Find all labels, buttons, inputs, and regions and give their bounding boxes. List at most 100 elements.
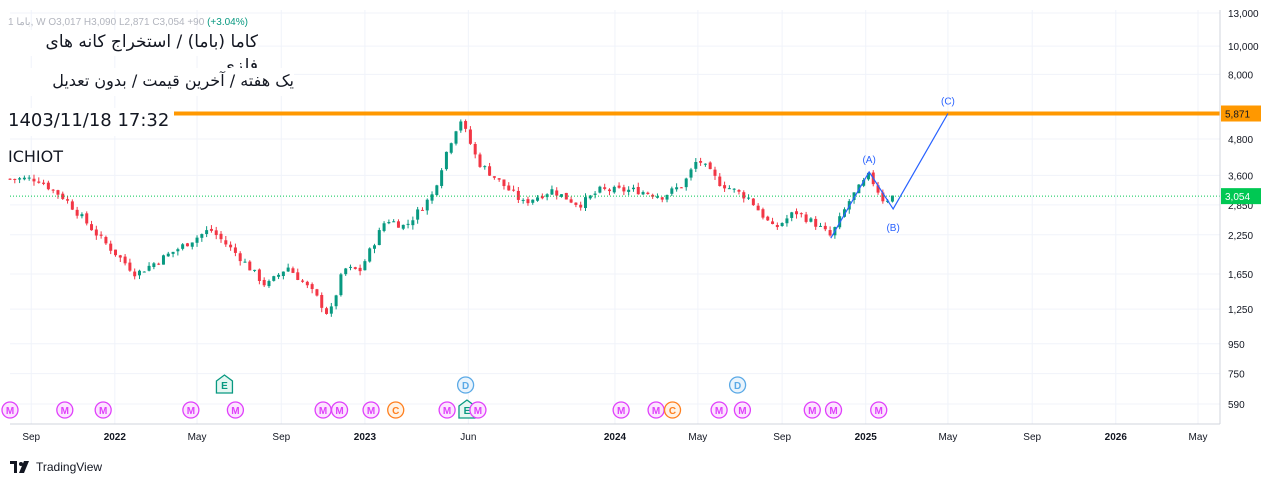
candle (675, 183, 679, 192)
candle (42, 179, 46, 186)
candle-body (80, 214, 84, 217)
event-marker: M (314, 401, 332, 419)
candle-body (396, 221, 400, 228)
candle (109, 240, 113, 255)
candle (349, 264, 353, 271)
footer[interactable]: TradingView (10, 460, 102, 474)
candle-body (109, 243, 113, 251)
candle (123, 254, 127, 266)
event-marker-label: M (319, 406, 327, 417)
time-tick-label: May (1189, 432, 1208, 443)
candle-body (459, 121, 463, 131)
candle (372, 243, 376, 254)
candle (46, 180, 50, 191)
candle (142, 271, 146, 273)
candle-body (512, 189, 516, 191)
price-axis[interactable]: 13,000 10,000 8,000 4,800 3,600 2,850 2,250 1,6… (1219, 9, 1261, 424)
candle-body (799, 213, 803, 215)
candle-body (315, 289, 319, 296)
candle (18, 176, 22, 184)
candle (147, 262, 151, 272)
tradingview-logo-icon (10, 461, 29, 473)
candle (799, 212, 803, 218)
candle-body (862, 179, 866, 186)
time-tick-label: 2026 (1105, 432, 1128, 443)
candle-body (161, 255, 165, 265)
candle (137, 269, 141, 280)
candle-body (56, 190, 60, 195)
candle-body (818, 225, 822, 227)
event-marker: M (226, 401, 245, 419)
candle-body (766, 216, 770, 221)
candle-body (181, 244, 185, 249)
candle (257, 268, 261, 285)
candle (420, 207, 424, 211)
event-markers: M M M M M M M M C M E M M M C M M M M ME D D (1, 374, 888, 419)
candle (516, 186, 520, 204)
time-tick-label: Sep (773, 432, 791, 443)
chart-settings: یک هفته / آخرین قیمت / بدون تعدیل (8, 68, 294, 96)
candle (166, 251, 170, 257)
candle (358, 264, 362, 276)
candle (406, 219, 410, 229)
event-marker-label: M (335, 406, 343, 417)
event-marker-shape (663, 401, 682, 419)
candle (584, 193, 588, 212)
candle (99, 231, 103, 239)
candle (344, 267, 348, 276)
time-tick-label: May (938, 432, 957, 443)
candle (85, 211, 89, 226)
event-marker-shape (456, 376, 475, 394)
candle-body (238, 253, 242, 262)
candle (253, 269, 257, 273)
candle-body (42, 182, 46, 184)
candle (272, 275, 276, 282)
candle (579, 201, 583, 211)
candle (248, 260, 252, 271)
candle (507, 182, 511, 191)
candle (353, 266, 357, 270)
candle (641, 190, 645, 196)
candle-body (224, 240, 228, 245)
time-axis[interactable]: Sep 2022 May Sep 2023 Jun 2024 May Sep 2025 May Sep… (10, 423, 1220, 443)
candle-body (866, 172, 870, 180)
candle (876, 181, 880, 195)
candle (588, 194, 592, 200)
candle (310, 282, 314, 294)
event-marker-shape (728, 376, 747, 394)
candle (238, 251, 242, 266)
candle-body (291, 268, 295, 273)
candle-body (780, 223, 784, 226)
candle (732, 188, 736, 193)
candle-body (114, 249, 118, 256)
resistance-price-tag (1221, 105, 1261, 122)
candle (823, 222, 827, 232)
event-marker: C (663, 401, 682, 419)
candle (382, 221, 386, 233)
candle-body (468, 129, 472, 144)
time-tick-label: 2024 (604, 432, 627, 443)
candle-body (492, 176, 496, 178)
candle (502, 179, 506, 190)
candle (90, 220, 94, 231)
candle-body (325, 308, 329, 314)
candle-body (699, 161, 703, 163)
event-marker-label: D (734, 381, 741, 392)
candle-body (464, 121, 468, 129)
event-marker-shape (733, 401, 752, 419)
candle-body (555, 190, 559, 196)
candle (401, 224, 405, 231)
event-marker: M (182, 401, 200, 419)
candle (737, 189, 741, 195)
candle-body (497, 178, 501, 180)
candle (377, 227, 381, 246)
candle (818, 222, 822, 227)
candle (430, 191, 434, 204)
candle (828, 226, 832, 237)
candle-body (593, 193, 597, 195)
candle (32, 174, 36, 186)
event-marker-shape (824, 401, 843, 419)
candle (603, 183, 607, 191)
candle-body (560, 194, 564, 197)
